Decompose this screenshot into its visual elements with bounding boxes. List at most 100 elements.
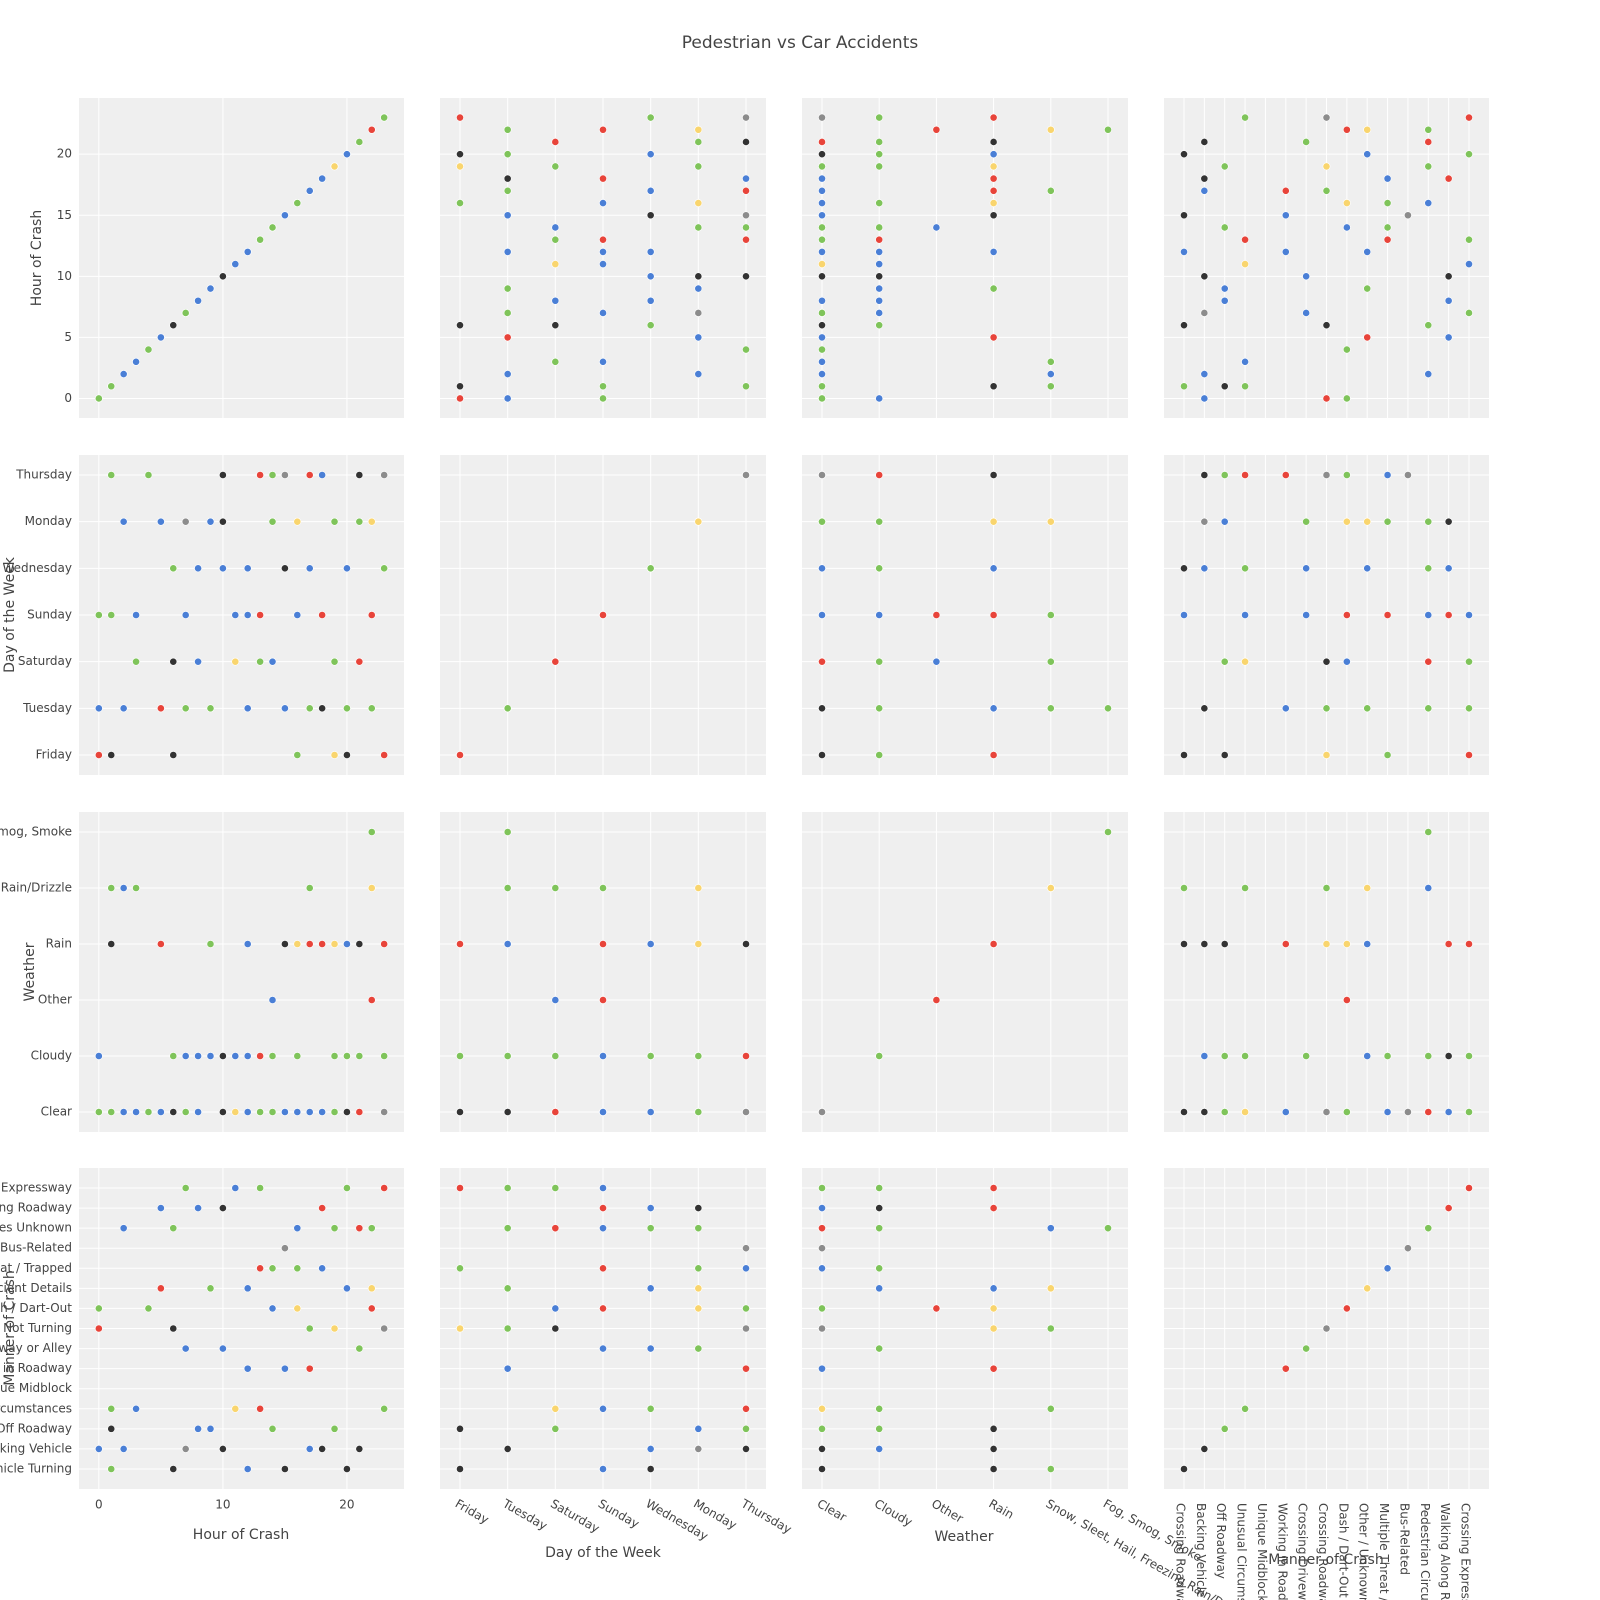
point	[1046, 382, 1055, 391]
point	[1180, 751, 1188, 759]
point	[875, 394, 884, 403]
point	[194, 657, 202, 666]
point	[742, 1364, 750, 1373]
point	[1322, 751, 1331, 759]
point	[551, 357, 560, 366]
x-tick-label: Tuesday	[500, 1496, 550, 1533]
point	[694, 1108, 703, 1116]
point	[1180, 382, 1188, 391]
point	[456, 1264, 464, 1273]
point	[1383, 1108, 1392, 1116]
point	[1302, 611, 1311, 619]
x-tick-label: Rain	[986, 1497, 1016, 1522]
point	[1241, 1404, 1249, 1413]
point	[742, 272, 750, 281]
point	[989, 162, 998, 171]
point	[181, 704, 190, 713]
point	[646, 940, 655, 948]
point	[343, 150, 351, 159]
point	[1444, 940, 1453, 948]
point	[169, 1108, 178, 1116]
point	[1302, 1344, 1311, 1353]
point	[1444, 296, 1453, 305]
point	[367, 884, 376, 892]
point	[218, 1204, 227, 1212]
point	[875, 1284, 884, 1293]
point	[243, 1052, 252, 1060]
point	[107, 1108, 116, 1116]
point	[818, 1404, 826, 1413]
point	[1342, 611, 1351, 619]
y-tick-label: Crossing Driveway or Alley	[0, 1341, 72, 1355]
point	[367, 611, 376, 619]
point	[875, 235, 884, 244]
point	[599, 1052, 607, 1060]
point	[1180, 321, 1188, 330]
point	[318, 174, 327, 183]
point	[818, 517, 826, 526]
panel	[79, 98, 404, 418]
point	[818, 611, 826, 619]
point	[875, 1424, 884, 1433]
point	[367, 1304, 376, 1313]
point	[1220, 657, 1229, 666]
point	[380, 564, 389, 573]
point	[206, 284, 215, 293]
y-tick-label: Unusual Circumstances	[0, 1401, 72, 1415]
point	[1383, 1264, 1392, 1273]
point	[330, 1052, 339, 1060]
point	[599, 940, 607, 948]
point	[1465, 260, 1473, 269]
point	[503, 704, 512, 713]
point	[1220, 517, 1229, 526]
point	[169, 1465, 178, 1473]
point	[875, 309, 884, 317]
point	[875, 1264, 884, 1273]
point	[119, 884, 128, 892]
point	[1200, 704, 1209, 713]
point	[694, 1304, 703, 1313]
x-tick-label: Saturday	[548, 1497, 602, 1536]
point	[503, 1445, 512, 1453]
point	[281, 704, 289, 713]
point	[742, 235, 750, 244]
point	[818, 1264, 826, 1273]
point	[1424, 657, 1433, 666]
point	[1322, 1108, 1331, 1116]
point	[355, 1445, 364, 1453]
point	[1322, 471, 1331, 479]
point	[355, 138, 364, 146]
point	[646, 296, 655, 305]
point	[268, 223, 277, 232]
point	[218, 1344, 227, 1353]
point	[243, 1108, 252, 1116]
point	[94, 1108, 103, 1116]
point	[1424, 162, 1433, 171]
point	[551, 223, 560, 232]
point	[742, 1404, 750, 1413]
point	[694, 199, 703, 207]
y-tick-label: Dash / Dart-Out	[0, 1301, 72, 1315]
point	[503, 1108, 512, 1116]
point	[94, 751, 103, 759]
x-tick-label: Clear	[815, 1497, 849, 1525]
point	[367, 1224, 376, 1233]
point	[256, 1108, 265, 1116]
point	[281, 1108, 289, 1116]
point	[1281, 1108, 1290, 1116]
point	[1424, 564, 1433, 573]
point	[1444, 333, 1453, 342]
point	[989, 1304, 998, 1313]
point	[989, 199, 998, 207]
y-tick-label: 10	[57, 269, 72, 283]
point	[1281, 186, 1290, 195]
point	[1200, 138, 1209, 146]
point	[268, 1108, 277, 1116]
point	[456, 751, 464, 759]
point	[818, 309, 826, 317]
y-tick-label: Backing Vehicle	[0, 1441, 72, 1455]
point	[243, 1284, 252, 1293]
point	[1220, 284, 1229, 293]
point	[281, 564, 289, 573]
point	[268, 471, 277, 479]
